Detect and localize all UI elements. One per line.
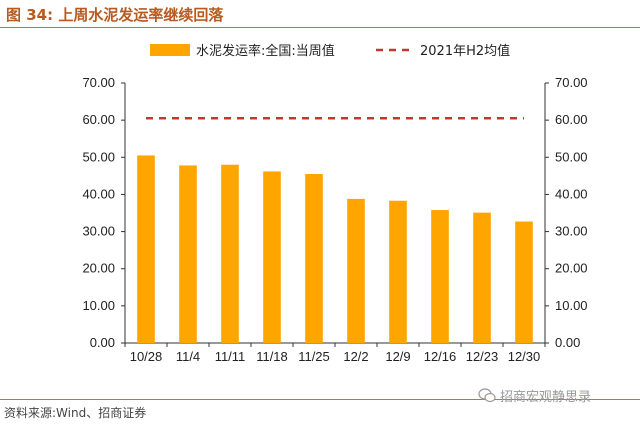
y-tick-label-right: 30.00 [555, 224, 588, 239]
y-tick-label-left: 20.00 [82, 261, 115, 276]
title-divider [0, 27, 640, 28]
watermark-text: 招商宏观静思录 [500, 390, 592, 405]
x-tick-label: 11/11 [215, 349, 246, 364]
bar [221, 164, 239, 343]
x-tick-label: 12/16 [424, 349, 457, 364]
x-tick-label: 12/9 [385, 349, 410, 364]
y-tick-label-left: 70.00 [82, 75, 115, 90]
y-tick-label-right: 50.00 [555, 149, 588, 164]
legend: 水泥发运率:全国:当周值 2021年H2均值 [150, 43, 510, 59]
x-tick-label: 12/2 [343, 349, 368, 364]
bar [347, 198, 365, 343]
legend-label-bar: 水泥发运率:全国:当周值 [196, 43, 335, 59]
x-tick-label: 11/18 [256, 349, 288, 364]
bar [179, 165, 197, 343]
bar [305, 174, 323, 343]
x-tick-label: 12/30 [508, 349, 541, 364]
y-tick-label-right: 70.00 [555, 75, 588, 90]
figure-title: 图 34: 上周水泥发运率继续回落 [6, 6, 224, 24]
bars [137, 155, 533, 343]
legend-label-line: 2021年H2均值 [420, 43, 510, 59]
bar [263, 171, 281, 343]
footer-divider [0, 399, 640, 400]
y-tick-label-right: 20.00 [555, 261, 588, 276]
x-tick-label: 11/25 [298, 349, 330, 364]
y-tick-label-left: 30.00 [82, 224, 115, 239]
bar [473, 212, 491, 343]
y-tick-label-right: 60.00 [555, 112, 588, 127]
x-tick-label: 10/28 [130, 349, 163, 364]
bar [389, 200, 407, 343]
legend-swatch-bar [150, 44, 190, 56]
y-tick-label-right: 0.00 [555, 335, 580, 350]
y-tick-label-left: 50.00 [82, 149, 115, 164]
y-tick-label-right: 40.00 [555, 186, 588, 201]
y-tick-label-left: 10.00 [82, 298, 115, 313]
y-tick-label-left: 60.00 [82, 112, 115, 127]
y-tick-label-right: 10.00 [555, 298, 588, 313]
bar [515, 221, 533, 343]
bar [431, 210, 449, 343]
watermark: 招商宏观静思录 [478, 386, 591, 405]
x-tick-label: 12/23 [466, 349, 499, 364]
x-tick-label: 11/4 [176, 349, 200, 364]
source-note: 资料来源:Wind、招商证券 [4, 406, 147, 420]
y-tick-label-left: 40.00 [82, 186, 115, 201]
wechat-icon [478, 388, 496, 403]
bar [137, 155, 155, 343]
y-tick-label-left: 0.00 [90, 335, 115, 350]
